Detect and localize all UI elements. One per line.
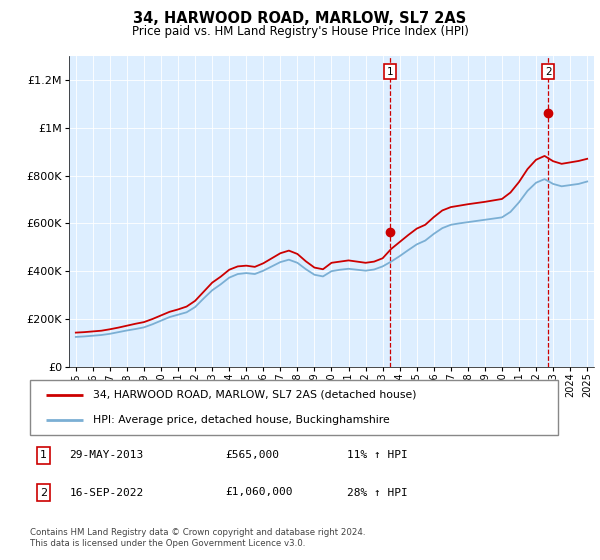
Text: 1: 1	[40, 450, 47, 460]
Text: 29-MAY-2013: 29-MAY-2013	[70, 450, 144, 460]
Text: 11% ↑ HPI: 11% ↑ HPI	[347, 450, 407, 460]
Text: 16-SEP-2022: 16-SEP-2022	[70, 488, 144, 497]
Text: 34, HARWOOD ROAD, MARLOW, SL7 2AS (detached house): 34, HARWOOD ROAD, MARLOW, SL7 2AS (detac…	[94, 390, 417, 400]
Text: 28% ↑ HPI: 28% ↑ HPI	[347, 488, 407, 497]
Text: £1,060,000: £1,060,000	[226, 488, 293, 497]
Text: 2: 2	[545, 67, 551, 77]
Text: Contains HM Land Registry data © Crown copyright and database right 2024.
This d: Contains HM Land Registry data © Crown c…	[30, 528, 365, 548]
Text: HPI: Average price, detached house, Buckinghamshire: HPI: Average price, detached house, Buck…	[94, 415, 390, 425]
Text: 1: 1	[386, 67, 393, 77]
Text: 2: 2	[40, 488, 47, 497]
FancyBboxPatch shape	[30, 380, 558, 435]
Text: 34, HARWOOD ROAD, MARLOW, SL7 2AS: 34, HARWOOD ROAD, MARLOW, SL7 2AS	[133, 11, 467, 26]
Text: Price paid vs. HM Land Registry's House Price Index (HPI): Price paid vs. HM Land Registry's House …	[131, 25, 469, 38]
Text: £565,000: £565,000	[226, 450, 280, 460]
